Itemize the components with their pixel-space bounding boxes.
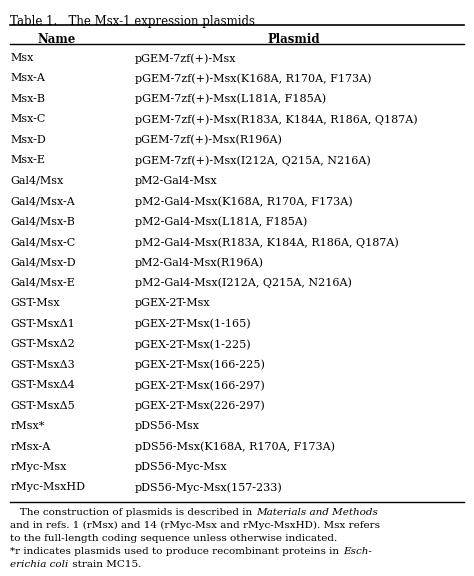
Text: rMyc-MsxHD: rMyc-MsxHD: [10, 482, 85, 492]
Text: pGEM-7zf(+)-Msx(L181A, F185A): pGEM-7zf(+)-Msx(L181A, F185A): [135, 94, 326, 104]
Text: Gal4/Msx-C: Gal4/Msx-C: [10, 237, 76, 247]
Text: The construction of plasmids is described in: The construction of plasmids is describe…: [10, 508, 256, 517]
Text: GST-MsxΔ3: GST-MsxΔ3: [10, 359, 75, 370]
Text: pM2-Gal4-Msx(R196A): pM2-Gal4-Msx(R196A): [135, 257, 264, 268]
Text: Msx-E: Msx-E: [10, 155, 46, 165]
Text: Plasmid: Plasmid: [267, 33, 320, 47]
Text: pGEX-2T-Msx(1-225): pGEX-2T-Msx(1-225): [135, 339, 252, 350]
Text: Msx-B: Msx-B: [10, 94, 46, 104]
Text: rMsx*: rMsx*: [10, 421, 45, 431]
Text: Name: Name: [38, 33, 76, 47]
Text: pDS56-Myc-Msx: pDS56-Myc-Msx: [135, 462, 228, 472]
Text: pM2-Gal4-Msx(K168A, R170A, F173A): pM2-Gal4-Msx(K168A, R170A, F173A): [135, 196, 353, 207]
Text: pDS56-Msx: pDS56-Msx: [135, 421, 200, 431]
Text: pGEM-7zf(+)-Msx(K168A, R170A, F173A): pGEM-7zf(+)-Msx(K168A, R170A, F173A): [135, 73, 372, 84]
Text: pM2-Gal4-Msx(I212A, Q215A, N216A): pM2-Gal4-Msx(I212A, Q215A, N216A): [135, 278, 352, 289]
Text: pGEX-2T-Msx(166-225): pGEX-2T-Msx(166-225): [135, 359, 266, 370]
Text: pM2-Gal4-Msx(R183A, K184A, R186A, Q187A): pM2-Gal4-Msx(R183A, K184A, R186A, Q187A): [135, 237, 399, 248]
Text: *r indicates plasmids used to produce recombinant proteins in: *r indicates plasmids used to produce re…: [10, 547, 343, 556]
Text: GST-MsxΔ5: GST-MsxΔ5: [10, 401, 75, 411]
Text: Msx-A: Msx-A: [10, 73, 46, 84]
Text: Gal4/Msx-D: Gal4/Msx-D: [10, 257, 76, 267]
Text: pGEX-2T-Msx(166-297): pGEX-2T-Msx(166-297): [135, 380, 266, 391]
Text: GST-MsxΔ4: GST-MsxΔ4: [10, 380, 75, 390]
Text: strain MC15.: strain MC15.: [69, 560, 141, 569]
Text: Gal4/Msx-A: Gal4/Msx-A: [10, 196, 75, 206]
Text: pGEM-7zf(+)-Msx(I212A, Q215A, N216A): pGEM-7zf(+)-Msx(I212A, Q215A, N216A): [135, 155, 371, 166]
Text: pGEM-7zf(+)-Msx(R196A): pGEM-7zf(+)-Msx(R196A): [135, 135, 283, 145]
Text: pM2-Gal4-Msx: pM2-Gal4-Msx: [135, 176, 218, 185]
Text: pGEX-2T-Msx: pGEX-2T-Msx: [135, 298, 211, 308]
Text: erichia coli: erichia coli: [10, 560, 69, 569]
Text: to the full-length coding sequence unless otherwise indicated.: to the full-length coding sequence unles…: [10, 534, 337, 543]
Text: Msx-C: Msx-C: [10, 114, 46, 124]
Text: GST-Msx: GST-Msx: [10, 298, 60, 308]
Text: Msx-D: Msx-D: [10, 135, 46, 145]
Text: Table 1.   The Msx-1 expression plasmids: Table 1. The Msx-1 expression plasmids: [10, 15, 255, 28]
Text: Materials and Methods: Materials and Methods: [256, 508, 378, 517]
Text: pM2-Gal4-Msx(L181A, F185A): pM2-Gal4-Msx(L181A, F185A): [135, 217, 307, 227]
Text: pDS56-Myc-Msx(157-233): pDS56-Myc-Msx(157-233): [135, 482, 283, 493]
Text: rMyc-Msx: rMyc-Msx: [10, 462, 67, 472]
Text: Gal4/Msx-E: Gal4/Msx-E: [10, 278, 75, 288]
Text: pGEX-2T-Msx(226-297): pGEX-2T-Msx(226-297): [135, 401, 266, 411]
Text: and in refs. 1 (rMsx) and 14 (rMyc-Msx and rMyc-MsxHD). Msx refers: and in refs. 1 (rMsx) and 14 (rMyc-Msx a…: [10, 521, 381, 530]
Text: pGEM-7zf(+)-Msx(R183A, K184A, R186A, Q187A): pGEM-7zf(+)-Msx(R183A, K184A, R186A, Q18…: [135, 114, 418, 125]
Text: pGEX-2T-Msx(1-165): pGEX-2T-Msx(1-165): [135, 319, 252, 329]
Text: GST-MsxΔ1: GST-MsxΔ1: [10, 319, 75, 329]
Text: pDS56-Msx(K168A, R170A, F173A): pDS56-Msx(K168A, R170A, F173A): [135, 441, 335, 452]
Text: pGEM-7zf(+)-Msx: pGEM-7zf(+)-Msx: [135, 53, 237, 63]
Text: GST-MsxΔ2: GST-MsxΔ2: [10, 339, 75, 349]
Text: Msx: Msx: [10, 53, 34, 63]
Text: rMsx-A: rMsx-A: [10, 441, 51, 452]
Text: Esch-: Esch-: [343, 547, 372, 556]
Text: Gal4/Msx-B: Gal4/Msx-B: [10, 217, 75, 226]
Text: Gal4/Msx: Gal4/Msx: [10, 176, 64, 185]
